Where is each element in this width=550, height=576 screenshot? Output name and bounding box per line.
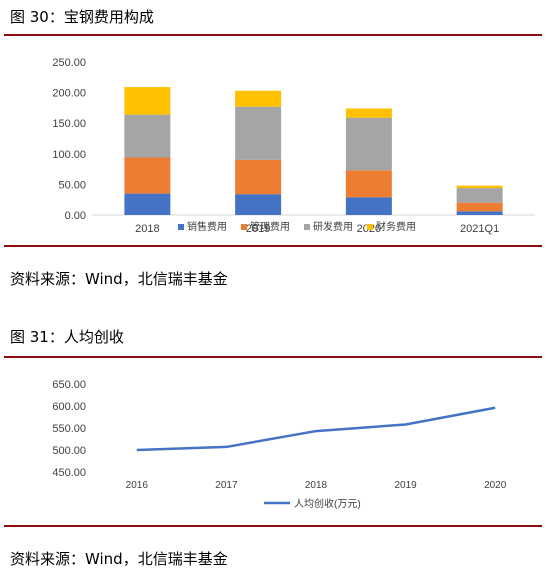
legend-label: 财务费用 (376, 220, 416, 233)
bar-segment (235, 194, 282, 215)
title-rule-top (4, 34, 542, 36)
y-tick-label: 450.00 (52, 467, 86, 479)
legend-swatch (241, 224, 247, 230)
bar-segment (124, 114, 171, 158)
figure-31-title: 图 31：人均创收 (10, 328, 124, 346)
bar-segment (456, 185, 503, 189)
bar-segment (345, 170, 392, 198)
bar-segment (345, 117, 392, 171)
y-tick-label: 500.00 (52, 445, 86, 457)
series-line (136, 406, 496, 452)
bar-segment (456, 211, 503, 215)
bar-segment (124, 87, 171, 115)
bar-segment (124, 193, 171, 215)
y-tick-label: 100.00 (52, 149, 86, 161)
y-tick-label: 200.00 (52, 88, 86, 100)
y-tick-label: 650.00 (52, 379, 86, 391)
bar-segment (235, 106, 282, 160)
figure-30-source: 资料来源：Wind，北信瑞丰基金 (10, 270, 228, 288)
x-tick-label: 2020 (484, 480, 507, 491)
x-tick-label: 2017 (215, 480, 238, 491)
x-tick-label: 2019 (394, 480, 417, 491)
legend-label: 人均创收(万元) (294, 497, 361, 510)
x-tick-label: 2018 (305, 480, 328, 491)
legend-swatch (178, 224, 184, 230)
bar-segment (124, 157, 171, 194)
legend-swatch (304, 224, 310, 230)
bar-segment (235, 90, 282, 107)
x-tick-label: 2021Q1 (460, 223, 499, 235)
x-tick-label: 2016 (126, 480, 149, 491)
figure-31-source: 资料来源：Wind，北信瑞丰基金 (10, 550, 228, 568)
bar-segment (456, 188, 503, 203)
legend-label: 研发费用 (313, 220, 353, 233)
bar-segment (345, 108, 392, 118)
y-tick-label: 0.00 (65, 210, 86, 222)
y-tick-label: 50.00 (58, 179, 86, 191)
bar-segment (235, 159, 282, 195)
figure-30-bottom-rule (4, 245, 542, 247)
bar-segment (345, 197, 392, 215)
legend-swatch (367, 224, 373, 230)
bar-segment (456, 202, 503, 212)
y-tick-label: 550.00 (52, 423, 86, 435)
figure-30-title: 图 30：宝钢费用构成 (10, 8, 154, 26)
x-tick-label: 2018 (135, 223, 159, 235)
y-tick-label: 600.00 (52, 401, 86, 413)
title-rule-top-2 (4, 356, 542, 358)
legend-label: 销售费用 (187, 220, 227, 233)
x-tick-label: 2019 (246, 223, 270, 235)
revenue-per-capita-chart: 450.00 500.00 550.00 600.00 650.00 2016 2017 20… (52, 379, 507, 510)
figure-31-bottom-rule (4, 525, 542, 527)
y-tick-label: 250.00 (52, 57, 86, 69)
y-tick-label: 150.00 (52, 118, 86, 130)
legend-label: 管理费用 (250, 220, 290, 233)
cost-composition-chart: 0.00 50.00 100.00 150.00 200.00 250.00 2018 201… (52, 57, 535, 235)
